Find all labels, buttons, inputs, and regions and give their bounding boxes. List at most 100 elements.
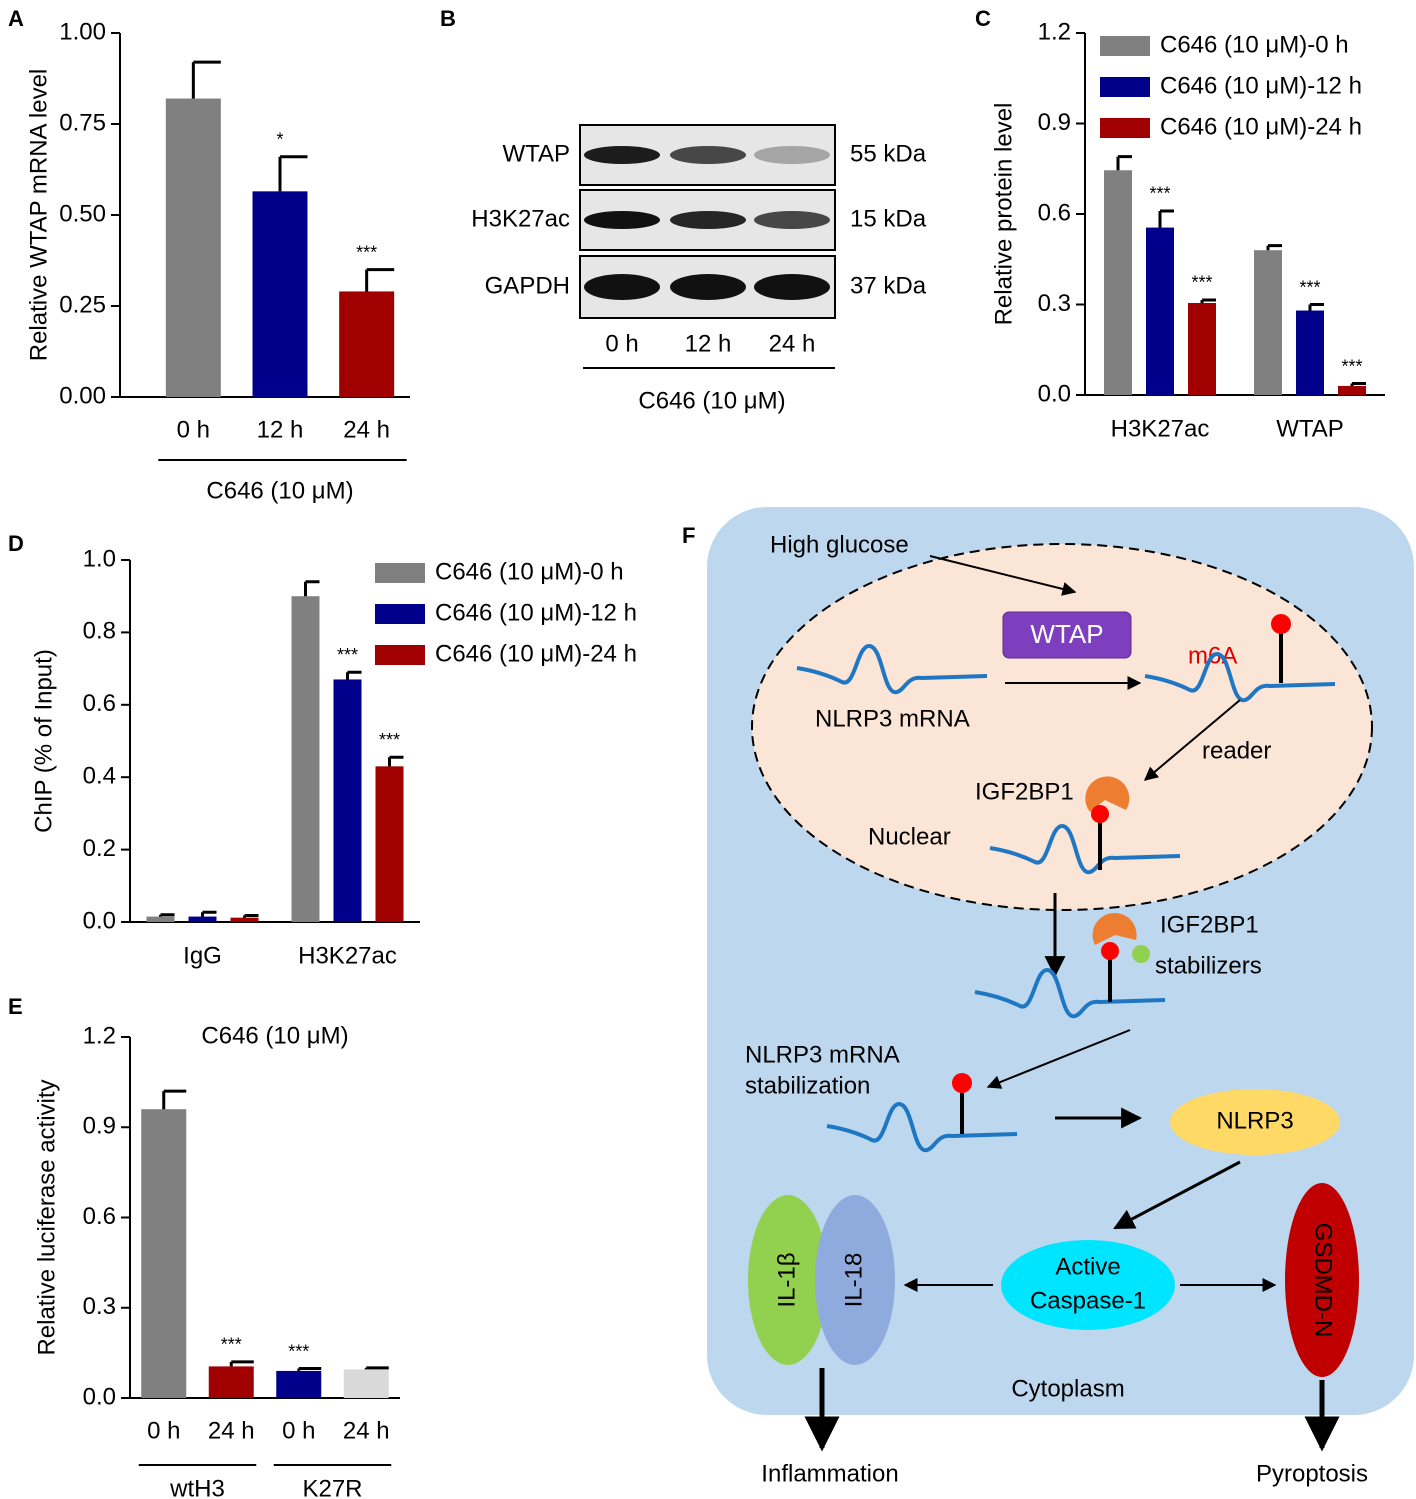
error-bar [1350, 382, 1366, 386]
nlrp3-box [1170, 1089, 1340, 1155]
il18-box [815, 1195, 895, 1365]
significance: *** [221, 1335, 242, 1355]
error-bar [297, 1367, 322, 1371]
significance: *** [1149, 184, 1170, 204]
gsdmd-box [1285, 1183, 1359, 1377]
x-tick-label: IgG [183, 942, 222, 969]
bar [291, 596, 320, 922]
stimulus: High glucose [770, 531, 909, 558]
m6a [952, 1073, 972, 1093]
writer: WTAP [1030, 619, 1103, 649]
panel-label: E [8, 994, 23, 1019]
blot-band [584, 211, 660, 229]
x-tick-label: 0 h [282, 1417, 315, 1444]
y-axis-label: Relative protein level [990, 103, 1017, 326]
y-tick-label: 1.2 [1038, 18, 1071, 45]
error-bar [229, 1360, 254, 1367]
m6a [1271, 614, 1291, 634]
arrow [929, 555, 1077, 596]
panel-label: A [8, 6, 24, 31]
group-label: wtH3 [169, 1475, 225, 1499]
error-bar [364, 1366, 389, 1370]
stabilization: NLRP3 mRNA [745, 1041, 900, 1068]
blot-size-label: 37 kDa [850, 272, 927, 299]
legend-swatch [1100, 36, 1150, 56]
error-bar [1266, 244, 1282, 251]
group-label: K27R [302, 1475, 362, 1499]
stabilizer-label: stabilizers [1155, 952, 1262, 979]
bar [1104, 170, 1132, 395]
x-tick-label: 0 h [147, 1417, 180, 1444]
error-bar [201, 910, 217, 917]
error-bar [191, 60, 221, 99]
bar [252, 191, 308, 397]
error-bar [1116, 155, 1132, 171]
x-tick-label: 24 h [208, 1417, 255, 1444]
nucleus [751, 543, 1373, 911]
y-tick-label: 0.00 [59, 382, 106, 409]
legend-label: C646 (10 μM)-24 h [435, 640, 637, 667]
stabilizer [1132, 945, 1150, 963]
significance: * [276, 130, 283, 150]
blot-band [754, 146, 830, 164]
y-tick-label: 0.3 [1038, 290, 1071, 317]
treatment-label: C646 (10 μM) [638, 387, 785, 414]
bar [141, 1109, 187, 1398]
blot-row-label: WTAP [502, 140, 570, 167]
transcript: NLRP3 mRNA [815, 705, 970, 732]
error-bar [243, 913, 259, 918]
error-bar [278, 155, 308, 192]
lane-label: 24 h [769, 330, 816, 357]
y-tick-label: 0.3 [83, 1293, 116, 1320]
y-tick-label: 0.8 [83, 618, 116, 645]
il1b-box [748, 1195, 828, 1365]
panel-label: F [682, 523, 695, 548]
error-bar [159, 913, 175, 917]
cytokine: IL-18 [840, 1253, 867, 1308]
y-tick-label: 0.6 [83, 1203, 116, 1230]
bar [333, 679, 362, 922]
y-tick-label: 0.0 [83, 1383, 116, 1410]
legend-label: C646 (10 μM)-0 h [435, 558, 624, 585]
protein: NLRP3 [1216, 1107, 1293, 1134]
y-tick-label: 1.00 [59, 18, 106, 45]
bar [1338, 385, 1366, 395]
blot-row-label: GAPDH [485, 272, 570, 299]
cytoplasm-label: Cytoplasm [1011, 1375, 1124, 1402]
arrow [986, 1029, 1131, 1089]
y-axis-label: Relative luciferase activity [33, 1079, 60, 1355]
reader-protein: IGF2BP1 [975, 778, 1074, 805]
stabilization: stabilization [745, 1072, 870, 1099]
y-tick-label: 0.75 [59, 109, 106, 136]
y-tick-label: 0.9 [83, 1113, 116, 1140]
bar [343, 1369, 389, 1398]
y-axis-label: Relative WTAP mRNA level [25, 69, 52, 362]
significance: *** [288, 1341, 309, 1361]
y-tick-label: 0.6 [83, 690, 116, 717]
y-tick-label: 1.0 [83, 545, 116, 572]
arrow [1113, 1160, 1241, 1230]
y-tick-label: 0.25 [59, 291, 106, 318]
caspase: Caspase-1 [1030, 1287, 1146, 1314]
stabilizer-protein: IGF2BP1 [1160, 911, 1259, 938]
error-bar [1158, 209, 1174, 228]
m6a [1101, 942, 1119, 960]
diagram: F High glucose WTAP NLRP3 mRNA m6A reade… [682, 507, 1414, 1487]
igf2bp1 [1092, 912, 1137, 945]
reader: reader [1202, 737, 1271, 764]
y-tick-label: 0.6 [1038, 199, 1071, 226]
blot-band [754, 274, 830, 300]
panel-label: C [975, 6, 991, 31]
significance: *** [337, 645, 358, 665]
lane-label: 0 h [605, 330, 638, 357]
blot-band [670, 146, 746, 164]
legend-label: C646 (10 μM)-24 h [1160, 113, 1362, 140]
error-bar [388, 755, 404, 767]
x-tick-label: 0 h [177, 416, 210, 443]
x-tick-label: 12 h [257, 416, 304, 443]
lane-label: 12 h [685, 330, 732, 357]
cytokine: IL-1β [773, 1252, 800, 1307]
y-tick-label: 0.0 [83, 907, 116, 934]
blot-size-label: 15 kDa [850, 205, 927, 232]
